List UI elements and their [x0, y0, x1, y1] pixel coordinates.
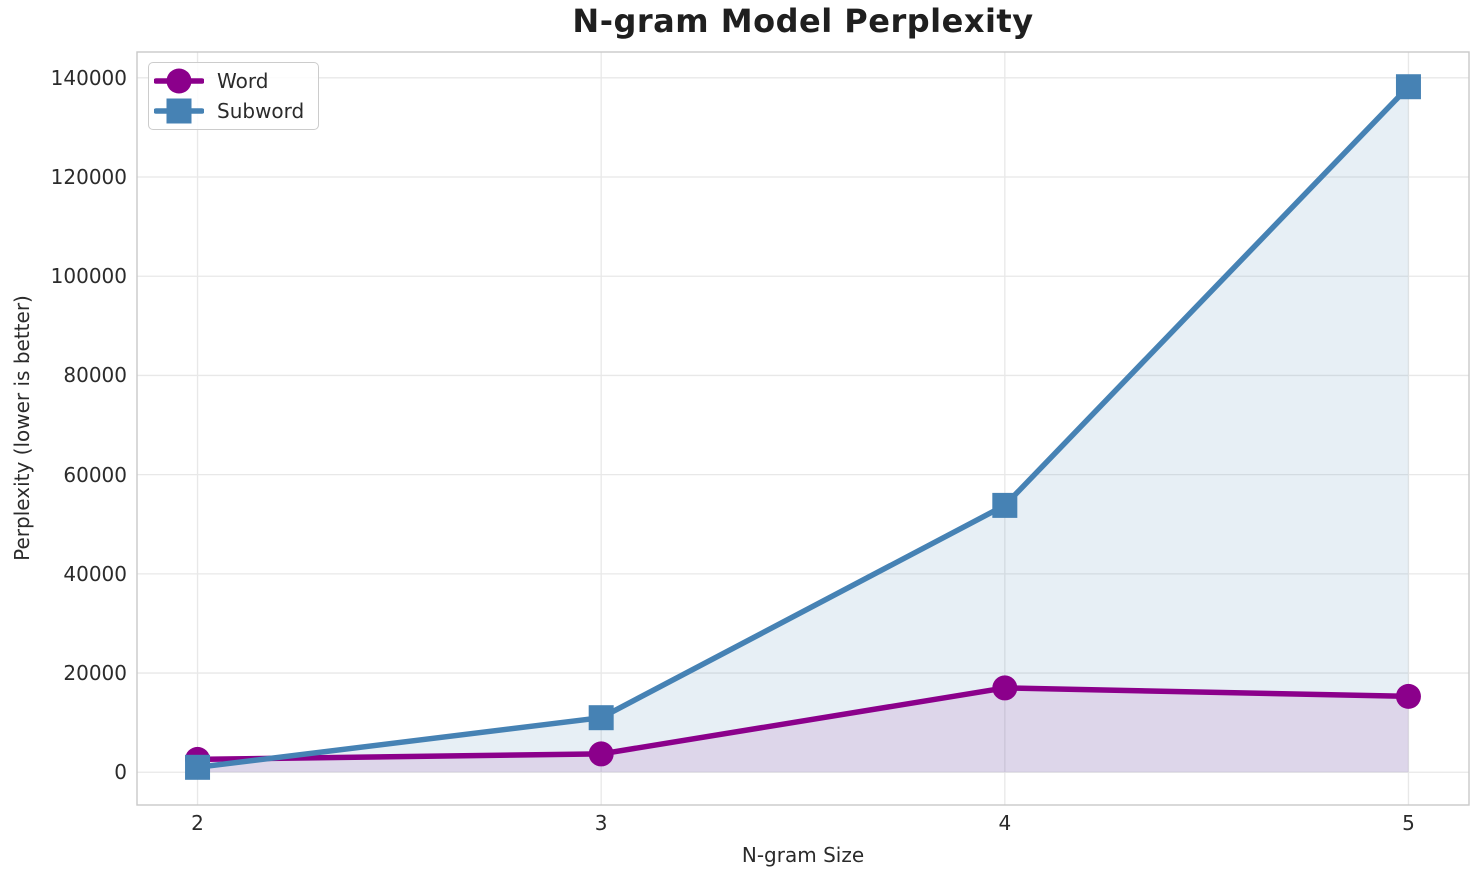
data-point-subword [185, 754, 211, 780]
y-tick-label: 80000 [63, 363, 127, 388]
area-word [197, 687, 1409, 773]
y-tick-label: 40000 [63, 561, 127, 586]
line-subword [194, 83, 1412, 771]
y-tick-label: 60000 [63, 462, 127, 487]
line-word [194, 685, 1412, 763]
plot-frame [136, 51, 1470, 806]
legend-label-word: Word [217, 69, 269, 93]
data-point-word [1395, 683, 1421, 709]
data-point-subword [588, 705, 614, 731]
x-tick-label: 4 [998, 811, 1012, 835]
circle-marker-glyph-icon [154, 68, 204, 94]
subword-series-marker-icon [154, 96, 204, 126]
word-series-marker-icon [154, 66, 204, 96]
data-point-word [588, 741, 614, 767]
area-subword [197, 86, 1409, 773]
y-tick-label: 120000 [50, 165, 127, 189]
legend-label-subword: Subword [217, 99, 305, 123]
y-axis-label: Perplexity (lower is better) [10, 295, 34, 561]
x-tick-label: 5 [1402, 811, 1415, 835]
x-tick-label: 3 [594, 811, 608, 835]
chart-title: N-gram Model Perplexity [572, 2, 1034, 40]
y-tick-label: 140000 [50, 65, 127, 90]
x-tick-label: 2 [191, 811, 204, 835]
y-tick-label: 20000 [63, 661, 127, 686]
data-point-subword [1395, 74, 1421, 100]
legend-item-word: Word [154, 66, 304, 96]
data-point-word [992, 675, 1018, 701]
legend: Word Subword [148, 62, 320, 130]
y-tick-label: 0 [114, 760, 127, 785]
x-axis-label: N-gram Size [741, 843, 865, 867]
y-tick-label: 100000 [50, 264, 127, 289]
legend-item-subword: Subword [154, 96, 304, 126]
data-point-subword [992, 492, 1018, 518]
square-marker-glyph-icon [154, 98, 204, 124]
